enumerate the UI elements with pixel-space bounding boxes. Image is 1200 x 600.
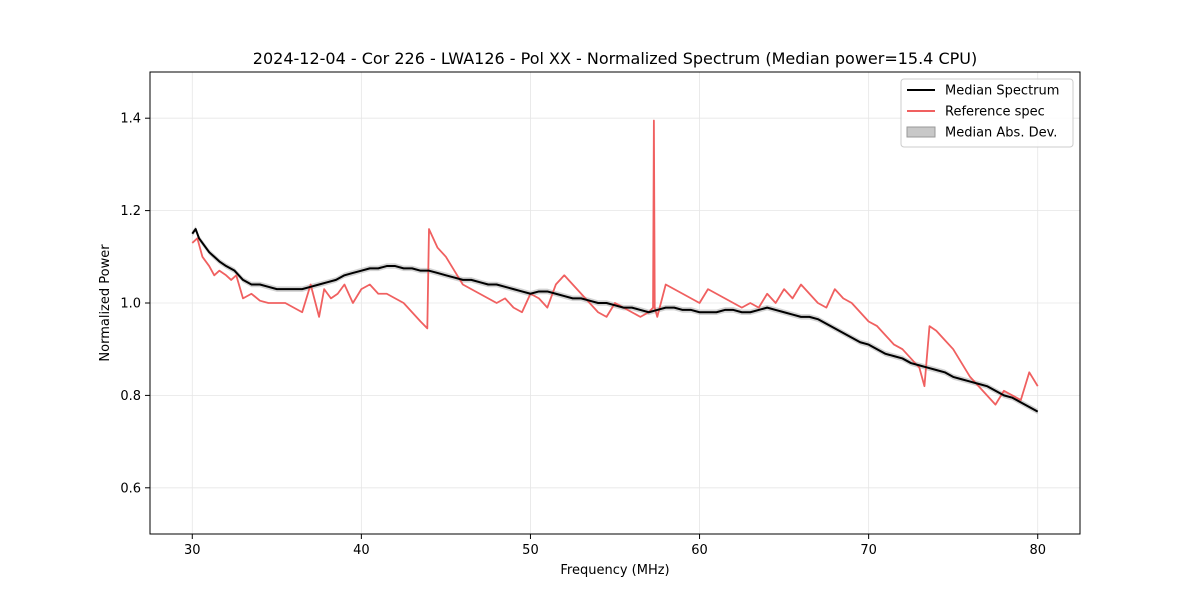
- chart-title: 2024-12-04 - Cor 226 - LWA126 - Pol XX -…: [253, 49, 977, 68]
- y-tick-label: 0.8: [120, 389, 141, 404]
- legend-label-reference: Reference spec: [945, 105, 1045, 120]
- x-tick-label: 60: [691, 543, 708, 558]
- series-layer: [191, 119, 1039, 413]
- legend-label-median: Median Spectrum: [945, 84, 1059, 99]
- legend-swatch-mad: [906, 126, 936, 138]
- mad-band: [192, 226, 1038, 415]
- series-line-median-spectrum: [191, 228, 1039, 413]
- y-axis-label: Normalized Power: [98, 244, 113, 362]
- y-tick-label: 1.2: [120, 204, 141, 219]
- x-tick-label: 50: [522, 543, 539, 558]
- y-tick-label: 1.4: [120, 112, 141, 127]
- legend: Median Spectrum Reference spec Median Ab…: [900, 78, 1074, 148]
- legend-label-mad: Median Abs. Dev.: [945, 126, 1057, 141]
- x-tick-label: 80: [1029, 543, 1046, 558]
- x-tick-label: 70: [860, 543, 877, 558]
- legend-box: [900, 78, 1074, 148]
- axis-ticks: 30 40 50 60 70 80 0.6 0.8 1.0 1.2 1.4: [120, 112, 1046, 558]
- x-tick-label: 40: [353, 543, 370, 558]
- x-tick-label: 30: [184, 543, 201, 558]
- x-axis-label: Frequency (MHz): [560, 563, 669, 578]
- mad-band-layer: [192, 226, 1038, 415]
- y-tick-label: 1.0: [120, 297, 141, 312]
- series-line-reference-spec: [191, 119, 1039, 406]
- y-tick-label: 0.6: [120, 481, 141, 496]
